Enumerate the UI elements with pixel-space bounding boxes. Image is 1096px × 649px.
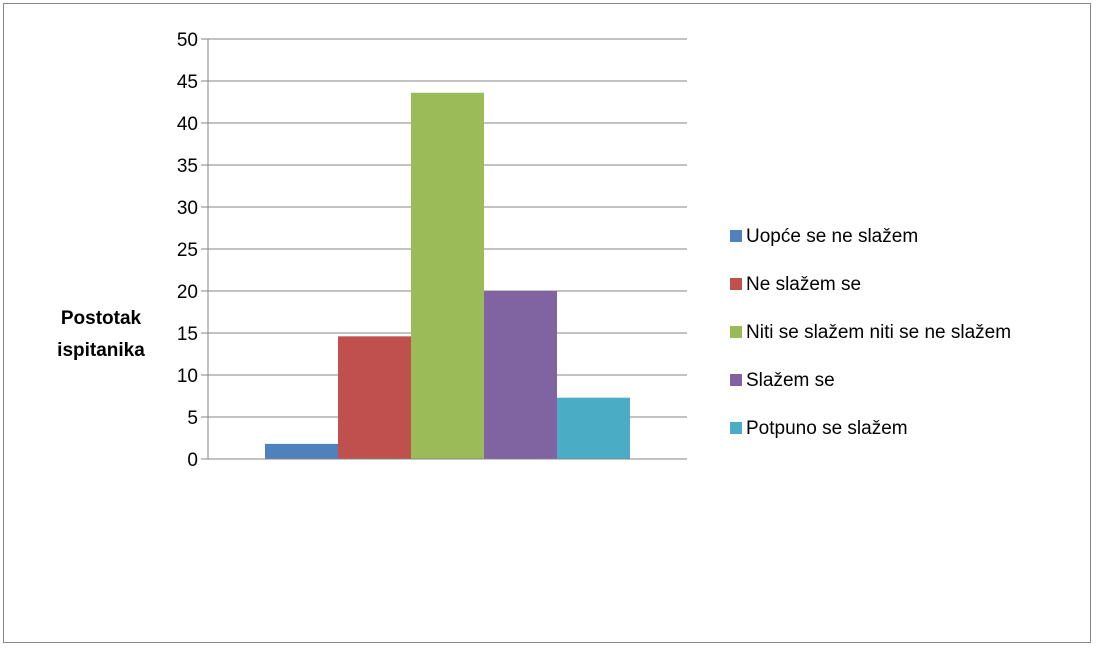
y-tick-label: 35 (177, 156, 198, 177)
legend: Uopće se ne slažem Ne slažem se Niti se sl… (730, 226, 1011, 439)
y-tick-label: 40 (177, 114, 198, 135)
bar (484, 291, 557, 459)
bar (411, 92, 484, 459)
legend-swatch (730, 278, 742, 290)
legend-swatch (730, 374, 742, 386)
y-tick-label: 45 (177, 72, 198, 93)
legend-swatch (730, 230, 742, 242)
y-axis-label-line-2: ispitanika (57, 340, 145, 361)
bar (265, 443, 338, 459)
legend-label: Potpuno se slažem (746, 418, 908, 439)
y-axis-label-line-1: Postotak (61, 308, 142, 329)
legend-label: Uopće se ne slažem (746, 226, 918, 247)
y-tick-label: 20 (177, 282, 198, 303)
y-tick-label: 30 (177, 198, 198, 219)
legend-label: Slažem se (746, 370, 835, 391)
bars (265, 92, 630, 459)
bar (338, 336, 411, 459)
legend-swatch (730, 326, 742, 338)
legend-swatch (730, 422, 742, 434)
bar-chart: 0 5 10 15 20 25 30 35 40 45 50 Postotak ispitanika… (57, 30, 1011, 471)
y-tick-label: 15 (177, 324, 198, 345)
legend-label: Ne slažem se (746, 274, 861, 295)
bar (557, 397, 630, 459)
axes (201, 38, 687, 460)
chart-frame: 0 5 10 15 20 25 30 35 40 45 50 Postotak ispitanika… (3, 3, 1091, 643)
y-tick-label: 50 (177, 30, 198, 51)
y-tick-label: 25 (177, 240, 198, 261)
y-tick-label: 0 (187, 450, 198, 471)
y-tick-label: 10 (177, 366, 198, 387)
legend-label: Niti se slažem niti se ne slažem (746, 322, 1011, 343)
y-tick-label: 5 (187, 408, 198, 429)
y-tick-labels: 0 5 10 15 20 25 30 35 40 45 50 (177, 30, 198, 471)
